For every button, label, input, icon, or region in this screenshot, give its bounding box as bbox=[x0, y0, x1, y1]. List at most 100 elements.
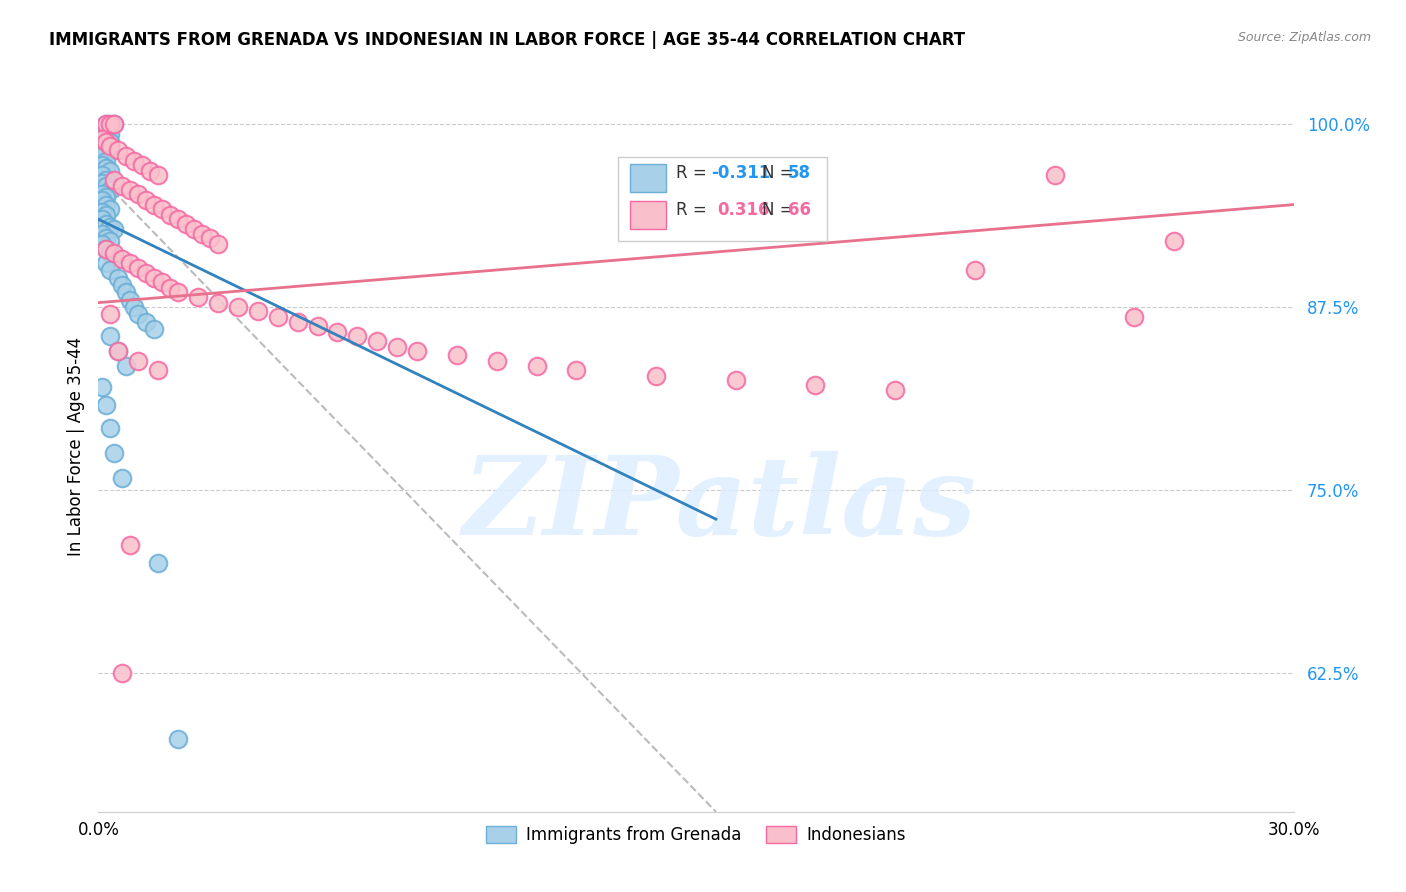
Point bbox=[91, 237, 114, 252]
Point bbox=[226, 300, 249, 314]
Point bbox=[107, 270, 129, 285]
Text: N =: N = bbox=[762, 164, 799, 182]
Point bbox=[103, 222, 125, 236]
Point bbox=[135, 315, 157, 329]
Point bbox=[267, 310, 290, 325]
Point bbox=[98, 219, 122, 234]
Point bbox=[127, 187, 149, 202]
Point bbox=[135, 266, 157, 280]
Point bbox=[115, 359, 138, 373]
Point bbox=[207, 295, 229, 310]
Point bbox=[96, 208, 118, 222]
Point bbox=[96, 117, 118, 131]
Point bbox=[307, 319, 329, 334]
Point bbox=[98, 139, 122, 153]
Point bbox=[111, 471, 134, 485]
Point bbox=[143, 197, 166, 211]
Point bbox=[198, 231, 221, 245]
Point bbox=[446, 348, 468, 362]
Point bbox=[91, 227, 114, 241]
Point bbox=[103, 446, 125, 460]
Point bbox=[148, 363, 170, 377]
Point bbox=[127, 307, 149, 321]
Point bbox=[91, 121, 114, 136]
Point bbox=[96, 256, 118, 270]
Point bbox=[96, 153, 118, 168]
Point bbox=[724, 373, 747, 387]
Point bbox=[111, 178, 134, 193]
Point bbox=[96, 117, 118, 131]
Point bbox=[91, 380, 114, 394]
Point bbox=[103, 249, 125, 263]
Point bbox=[91, 205, 114, 219]
Point bbox=[91, 169, 114, 183]
Point bbox=[135, 193, 157, 207]
Point bbox=[287, 315, 309, 329]
Point bbox=[107, 343, 129, 358]
Point bbox=[98, 117, 122, 131]
Point bbox=[159, 281, 181, 295]
Text: R =: R = bbox=[676, 201, 717, 219]
Text: 58: 58 bbox=[787, 164, 811, 182]
Point bbox=[98, 164, 122, 178]
Point bbox=[127, 260, 149, 275]
Point bbox=[103, 117, 125, 131]
Point bbox=[96, 190, 118, 204]
Text: Source: ZipAtlas.com: Source: ZipAtlas.com bbox=[1237, 31, 1371, 45]
Point bbox=[963, 263, 986, 277]
Point bbox=[645, 368, 668, 383]
Point bbox=[246, 304, 269, 318]
Point bbox=[107, 343, 129, 358]
Point bbox=[143, 322, 166, 336]
Text: 0.316: 0.316 bbox=[717, 201, 770, 219]
Point bbox=[103, 173, 125, 187]
Point bbox=[96, 135, 118, 149]
Point bbox=[91, 132, 114, 146]
Point bbox=[1123, 310, 1146, 325]
Point bbox=[91, 132, 114, 146]
Point bbox=[111, 665, 134, 680]
FancyBboxPatch shape bbox=[630, 164, 666, 192]
Point bbox=[111, 252, 134, 266]
Point bbox=[139, 164, 162, 178]
Point bbox=[98, 329, 122, 343]
Point bbox=[96, 139, 118, 153]
Point bbox=[159, 208, 181, 222]
Point bbox=[98, 234, 122, 248]
Point bbox=[131, 158, 153, 172]
Point bbox=[98, 307, 122, 321]
Point bbox=[103, 246, 125, 260]
Point bbox=[120, 183, 142, 197]
Point bbox=[326, 325, 349, 339]
Point bbox=[96, 242, 118, 256]
Text: 66: 66 bbox=[787, 201, 811, 219]
FancyBboxPatch shape bbox=[619, 157, 827, 241]
Point bbox=[346, 329, 368, 343]
Point bbox=[485, 354, 508, 368]
Point bbox=[96, 242, 118, 256]
Point bbox=[120, 539, 142, 553]
Point bbox=[98, 135, 122, 149]
Point bbox=[98, 246, 122, 260]
Point bbox=[385, 339, 409, 353]
Point bbox=[183, 222, 205, 236]
Point bbox=[96, 178, 118, 193]
Point bbox=[98, 183, 122, 197]
Point bbox=[91, 212, 114, 227]
Point bbox=[96, 161, 118, 175]
Point bbox=[884, 384, 907, 398]
Point bbox=[207, 237, 229, 252]
Point bbox=[96, 197, 118, 211]
Point bbox=[96, 217, 118, 231]
Point bbox=[150, 275, 173, 289]
Text: N =: N = bbox=[762, 201, 799, 219]
Point bbox=[103, 117, 125, 131]
Point bbox=[111, 278, 134, 293]
Text: R =: R = bbox=[676, 164, 711, 182]
Point bbox=[96, 398, 118, 412]
Point bbox=[120, 256, 142, 270]
Point bbox=[96, 146, 118, 161]
Point bbox=[167, 212, 190, 227]
Point bbox=[143, 270, 166, 285]
Point bbox=[91, 176, 114, 190]
